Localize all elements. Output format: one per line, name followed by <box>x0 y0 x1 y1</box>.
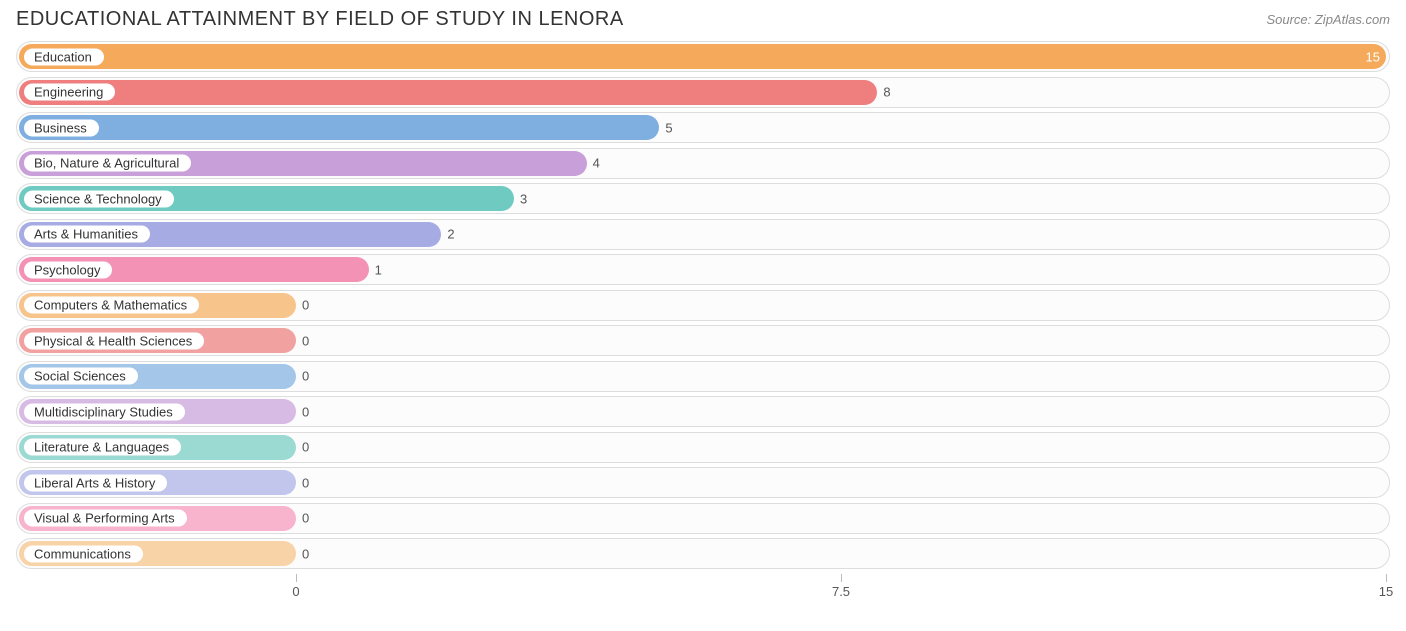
bar-value: 0 <box>302 511 309 526</box>
bar-row: Communications 0 <box>16 538 1390 569</box>
bar-label: Science & Technology <box>34 191 162 206</box>
bar-row: Psychology 1 <box>16 254 1390 285</box>
bar-label-pill: Literature & Languages <box>22 437 183 458</box>
bar-label-pill: Computers & Mathematics <box>22 295 201 316</box>
bar-label: Physical & Health Sciences <box>34 333 192 348</box>
bar-value: 4 <box>593 156 600 171</box>
bar-row: Liberal Arts & History 0 <box>16 467 1390 498</box>
bar-label: Multidisciplinary Studies <box>34 404 173 419</box>
bar-row: Social Sciences 0 <box>16 361 1390 392</box>
bar-value: 0 <box>302 369 309 384</box>
bar-label: Bio, Nature & Agricultural <box>34 156 179 171</box>
bar-row: Visual & Performing Arts 0 <box>16 503 1390 534</box>
bar-row: Business 5 <box>16 112 1390 143</box>
axis-tick <box>1386 574 1387 582</box>
axis-tick-label: 0 <box>292 584 299 599</box>
bar-value: 0 <box>302 475 309 490</box>
bar-row: Physical & Health Sciences 0 <box>16 325 1390 356</box>
bar-value: 1 <box>375 262 382 277</box>
x-axis: 0 7.5 15 <box>16 574 1390 604</box>
bar-label-pill: Engineering <box>22 82 117 103</box>
bar-label: Business <box>34 120 87 135</box>
bar-label: Arts & Humanities <box>34 227 138 242</box>
bar-value: 5 <box>665 120 672 135</box>
bar-value: 0 <box>302 404 309 419</box>
chart-source: Source: ZipAtlas.com <box>1266 8 1390 27</box>
bar-label-pill: Physical & Health Sciences <box>22 330 206 351</box>
bar-label-pill: Communications <box>22 543 145 564</box>
bar-label-pill: Psychology <box>22 259 114 280</box>
bar-label: Social Sciences <box>34 369 126 384</box>
bar-label: Liberal Arts & History <box>34 475 155 490</box>
bar-row: Computers & Mathematics 0 <box>16 290 1390 321</box>
bar-fill <box>19 44 1386 69</box>
axis-tick <box>841 574 842 582</box>
bar-label-pill: Liberal Arts & History <box>22 472 169 493</box>
bar-value: 8 <box>883 85 890 100</box>
bar-label-pill: Education <box>22 46 106 67</box>
bar-value: 0 <box>302 546 309 561</box>
bar-label: Visual & Performing Arts <box>34 511 175 526</box>
chart-title: EDUCATIONAL ATTAINMENT BY FIELD OF STUDY… <box>16 8 624 31</box>
bar-value: 0 <box>302 333 309 348</box>
bar-row: Literature & Languages 0 <box>16 432 1390 463</box>
bar-label-pill: Science & Technology <box>22 188 176 209</box>
bar-row: Arts & Humanities 2 <box>16 219 1390 250</box>
bar-value: 15 <box>1366 49 1380 64</box>
bar-label: Communications <box>34 546 131 561</box>
bar-row: Bio, Nature & Agricultural 4 <box>16 148 1390 179</box>
axis-tick <box>296 574 297 582</box>
bar-value: 3 <box>520 191 527 206</box>
bar-fill <box>19 115 659 140</box>
bar-row: Science & Technology 3 <box>16 183 1390 214</box>
bar-value: 0 <box>302 298 309 313</box>
bar-row: Engineering 8 <box>16 77 1390 108</box>
bar-fill <box>19 80 877 105</box>
bar-label-pill: Multidisciplinary Studies <box>22 401 187 422</box>
bar-label: Education <box>34 49 92 64</box>
axis-tick-label: 15 <box>1379 584 1393 599</box>
chart-area: Education 15 Engineering 8 Business 5 Bio, Nat… <box>0 35 1406 569</box>
bar-label-pill: Business <box>22 117 101 138</box>
chart-header: EDUCATIONAL ATTAINMENT BY FIELD OF STUDY… <box>0 0 1406 35</box>
bar-row: Multidisciplinary Studies 0 <box>16 396 1390 427</box>
bar-label-pill: Social Sciences <box>22 366 140 387</box>
bar-label-pill: Visual & Performing Arts <box>22 508 189 529</box>
bar-value: 0 <box>302 440 309 455</box>
bar-label-pill: Arts & Humanities <box>22 224 152 245</box>
bar-label: Literature & Languages <box>34 440 169 455</box>
bar-label-pill: Bio, Nature & Agricultural <box>22 153 193 174</box>
bar-row: Education 15 <box>16 41 1390 72</box>
bar-label: Psychology <box>34 262 100 277</box>
axis-tick-label: 7.5 <box>832 584 850 599</box>
bar-label: Engineering <box>34 85 103 100</box>
bar-value: 2 <box>447 227 454 242</box>
bar-label: Computers & Mathematics <box>34 298 187 313</box>
